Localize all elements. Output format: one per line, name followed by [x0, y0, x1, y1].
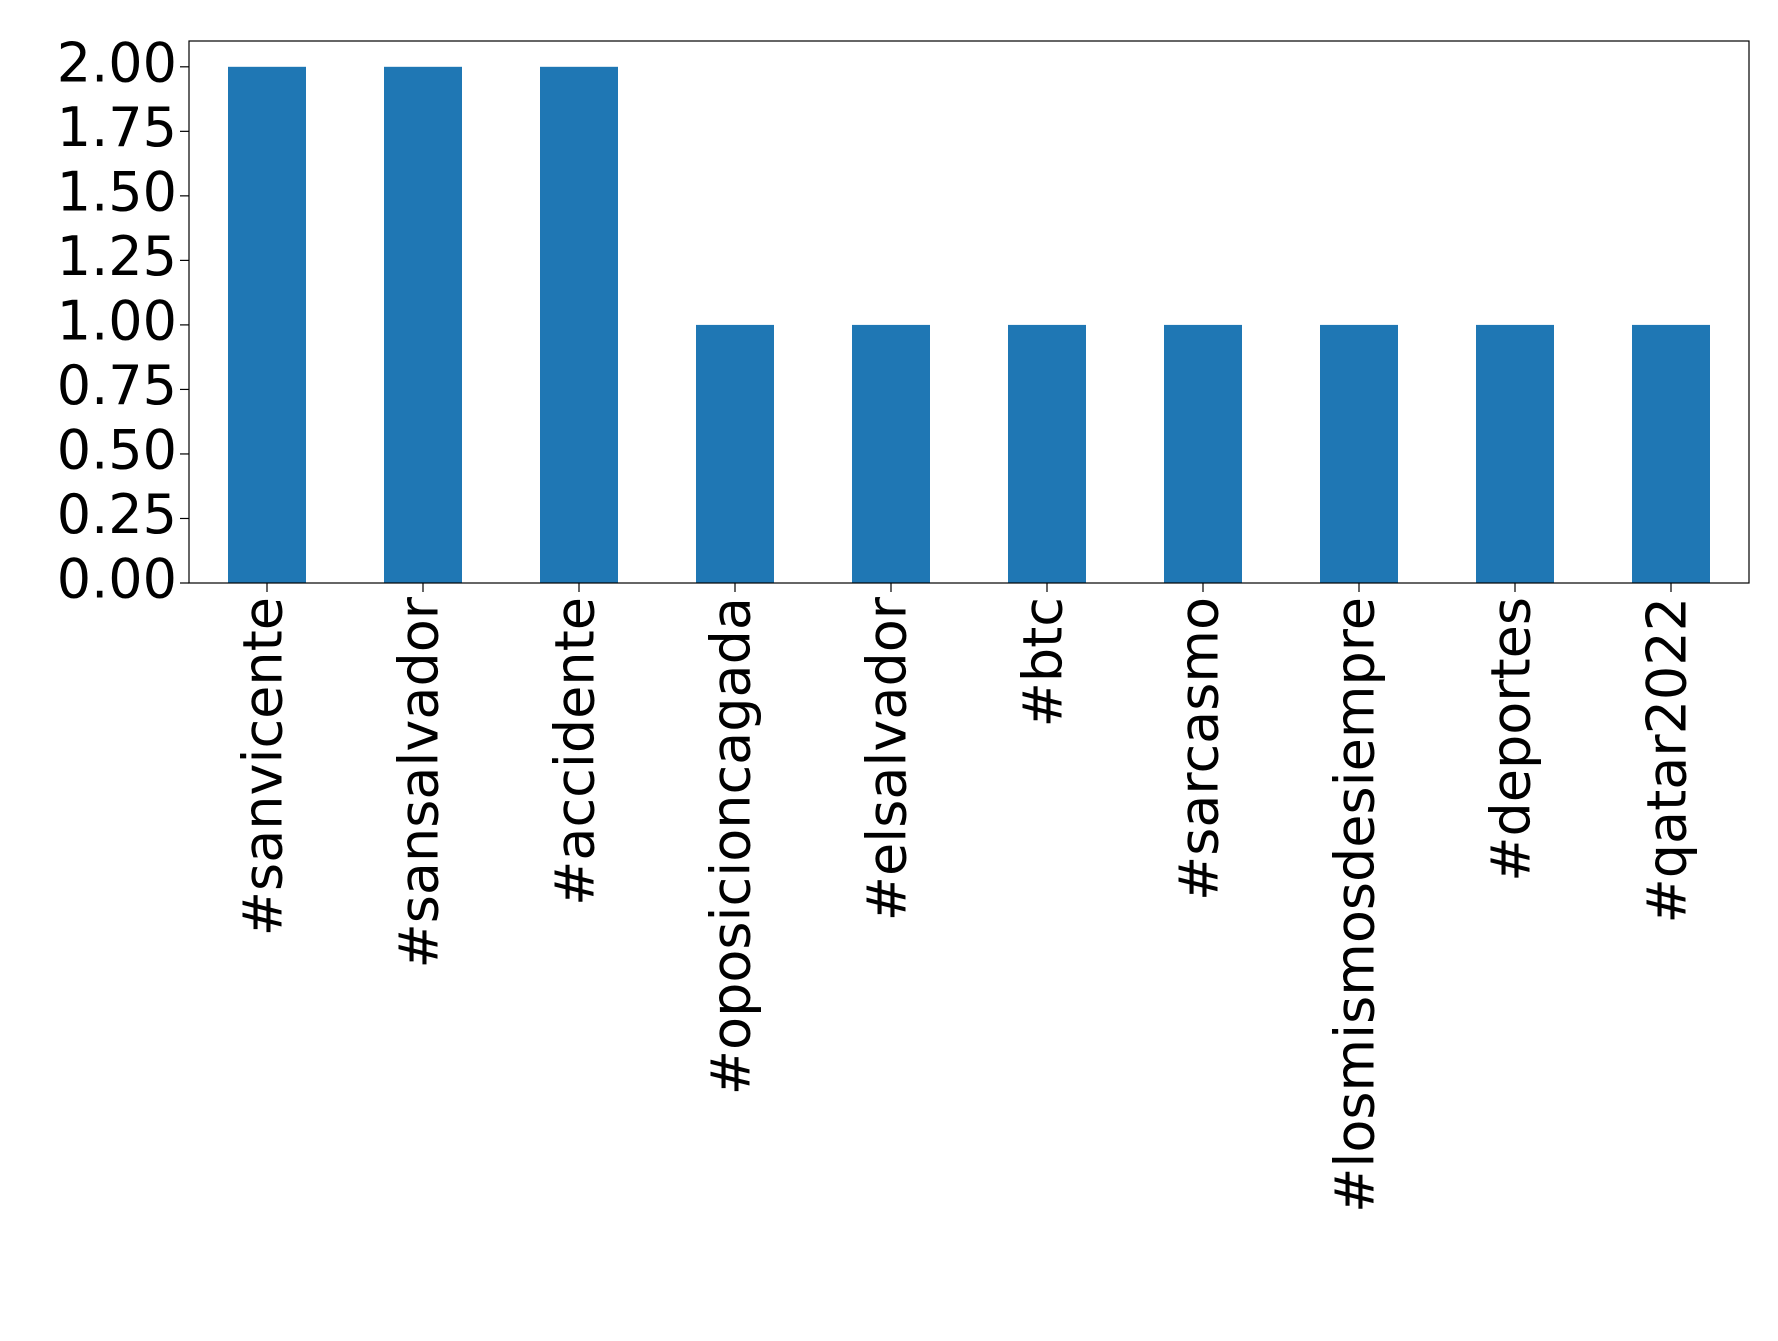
x-tick-label: #sanvicente [232, 597, 295, 936]
y-tick-label: 1.75 [57, 96, 177, 159]
bar [384, 66, 462, 584]
x-tick-label: #btc [1012, 597, 1075, 727]
y-tick-label: 2.00 [57, 31, 177, 94]
bar [1164, 324, 1242, 583]
x-tick-label: #accidente [544, 597, 607, 906]
y-tick-label: 0.75 [57, 354, 177, 417]
x-tick-label: #elsalvador [856, 596, 919, 921]
plot-frame [188, 40, 1750, 584]
y-tick-label: 0.50 [57, 419, 177, 482]
bar [228, 66, 306, 584]
y-tick-label: 0.00 [57, 548, 177, 611]
x-tick-label: #qatar2022 [1636, 597, 1699, 924]
y-tick-label: 0.25 [57, 483, 177, 546]
bar [1320, 324, 1398, 583]
x-tick-label: #losmismosdesiempre [1324, 597, 1387, 1213]
y-tick-label: 1.25 [57, 225, 177, 288]
bar [540, 66, 618, 584]
bar [1008, 324, 1086, 583]
y-tick-label: 1.50 [57, 160, 177, 223]
bar [1632, 324, 1710, 583]
bar [1476, 324, 1554, 583]
bar [696, 324, 774, 583]
bar [852, 324, 930, 583]
y-tick-label: 1.00 [57, 290, 177, 353]
x-tick-label: #sansalvador [388, 596, 451, 968]
x-tick-label: #deportes [1480, 597, 1543, 882]
x-tick-label: #sarcasmo [1168, 597, 1231, 901]
x-tick-label: #oposicioncagada [700, 597, 763, 1095]
